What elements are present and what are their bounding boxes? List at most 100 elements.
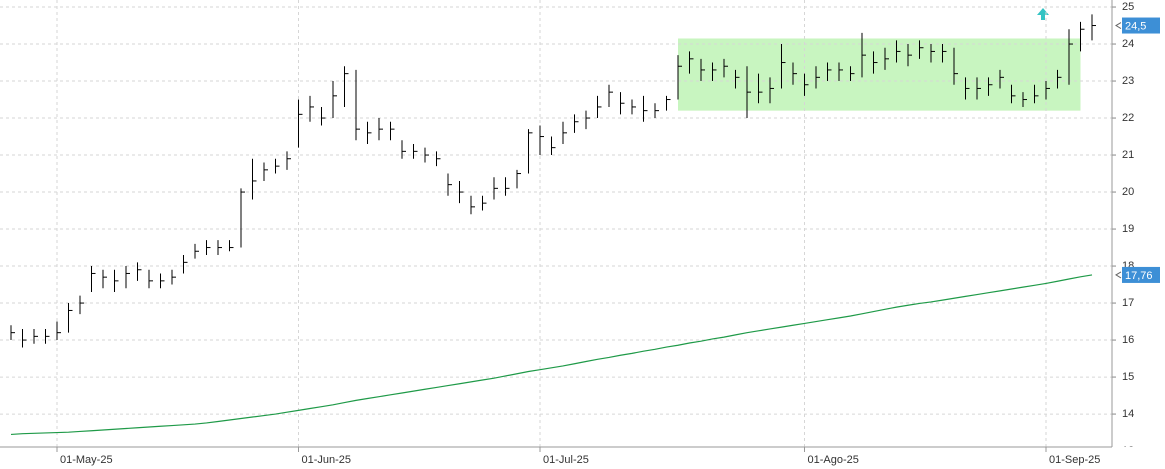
- price-bar: [160, 273, 165, 289]
- price-bar: [10, 325, 15, 341]
- x-tick-label: 01-May-25: [60, 454, 113, 466]
- price-bar: [286, 151, 291, 170]
- price-bar: [539, 125, 544, 156]
- highlight-zone: [678, 38, 1081, 111]
- price-bar: [585, 110, 590, 130]
- price-bar: [45, 328, 50, 344]
- price-bar: [597, 95, 602, 119]
- price-bar: [206, 240, 211, 255]
- price-bar: [758, 73, 763, 104]
- price-bar: [574, 114, 579, 133]
- price-bar: [263, 162, 268, 181]
- price-bar: [298, 99, 303, 148]
- price-bar: [689, 51, 694, 74]
- price-bar: [608, 84, 613, 107]
- price-bar: [562, 121, 567, 144]
- price-bar: [436, 151, 441, 167]
- price-bar: [988, 77, 993, 96]
- price-bar: [355, 69, 360, 141]
- price-bar: [965, 77, 970, 100]
- price-bar: [999, 69, 1004, 89]
- price-bar: [102, 269, 107, 289]
- x-tick-label: 01-Ago-25: [808, 454, 859, 466]
- price-bar: [907, 44, 912, 67]
- price-bar: [22, 328, 27, 348]
- price-bar: [505, 177, 510, 196]
- price-bar: [516, 169, 521, 189]
- price-bar: [229, 240, 234, 252]
- price-bar: [1068, 29, 1073, 85]
- price-bar: [666, 95, 671, 111]
- price-bar: [424, 147, 429, 163]
- price-bar: [482, 195, 487, 211]
- price-bar: [367, 121, 372, 144]
- price-bar: [252, 158, 257, 200]
- x-tick-label: 01-Jun-25: [302, 454, 352, 466]
- price-bar: [631, 99, 636, 115]
- price-bar: [79, 295, 84, 315]
- price-bar: [827, 62, 832, 82]
- y-tick-label: 23: [1122, 75, 1134, 87]
- price-bar: [56, 321, 61, 341]
- y-tick-label: 22: [1122, 112, 1134, 124]
- price-bar: [114, 269, 119, 292]
- price-bar: [321, 106, 326, 126]
- price-bar: [700, 58, 705, 82]
- price-bar: [620, 92, 625, 115]
- price-bar: [447, 173, 452, 196]
- y-tick-label: 17: [1122, 297, 1134, 309]
- price-bar: [850, 66, 855, 82]
- price-bar: [1022, 92, 1027, 107]
- price-bar: [137, 262, 142, 281]
- price-bar: [861, 32, 866, 78]
- price-bar: [194, 243, 199, 259]
- moving-average-label-box: [1122, 266, 1160, 283]
- price-bar: [792, 62, 797, 85]
- price-bar: [528, 129, 533, 174]
- price-bar: [953, 47, 958, 85]
- price-bar: [884, 47, 889, 70]
- price-bar: [413, 143, 418, 159]
- price-bar: [378, 118, 383, 141]
- price-bar: [332, 81, 337, 119]
- price-bar: [401, 140, 406, 159]
- x-axis-area: [0, 447, 1165, 469]
- moving-average-line: [10, 274, 1093, 436]
- price-bar: [344, 66, 349, 107]
- x-tick-label: 01-Jul-25: [543, 454, 589, 466]
- price-bar: [68, 303, 73, 333]
- y-tick-label: 25: [1122, 1, 1134, 13]
- price-bar: [873, 51, 878, 74]
- price-bar: [240, 188, 245, 248]
- price-bar: [746, 66, 751, 119]
- price-bar: [1080, 21, 1085, 52]
- x-tick-label: 01-Sep-25: [1049, 454, 1100, 466]
- y-tick-label: 20: [1122, 186, 1134, 198]
- price-bar: [390, 121, 395, 141]
- price-bar: [1045, 81, 1050, 100]
- price-bar: [171, 269, 176, 285]
- price-bar: [769, 77, 774, 104]
- last-price-label: 24,5: [1125, 20, 1146, 32]
- price-bar: [1057, 69, 1062, 89]
- y-tick-label: 24: [1122, 38, 1134, 50]
- price-bar: [804, 73, 809, 96]
- price-bar: [976, 77, 981, 100]
- price-bar: [838, 62, 843, 82]
- price-bar: [677, 55, 682, 100]
- price-bar: [643, 95, 648, 122]
- price-bar: [930, 44, 935, 63]
- y-tick-label: 14: [1122, 408, 1134, 420]
- price-bar: [275, 158, 280, 174]
- y-tick-label: 19: [1122, 223, 1134, 235]
- price-bar: [493, 177, 498, 200]
- label-pointer: [1115, 22, 1122, 29]
- price-bar: [1034, 84, 1039, 104]
- price-bar: [551, 136, 556, 156]
- price-bar: [919, 40, 924, 59]
- price-bar: [815, 66, 820, 89]
- price-bar: [309, 95, 314, 122]
- price-bar: [33, 328, 38, 344]
- price-bar: [1091, 14, 1096, 41]
- label-pointer: [1115, 271, 1122, 279]
